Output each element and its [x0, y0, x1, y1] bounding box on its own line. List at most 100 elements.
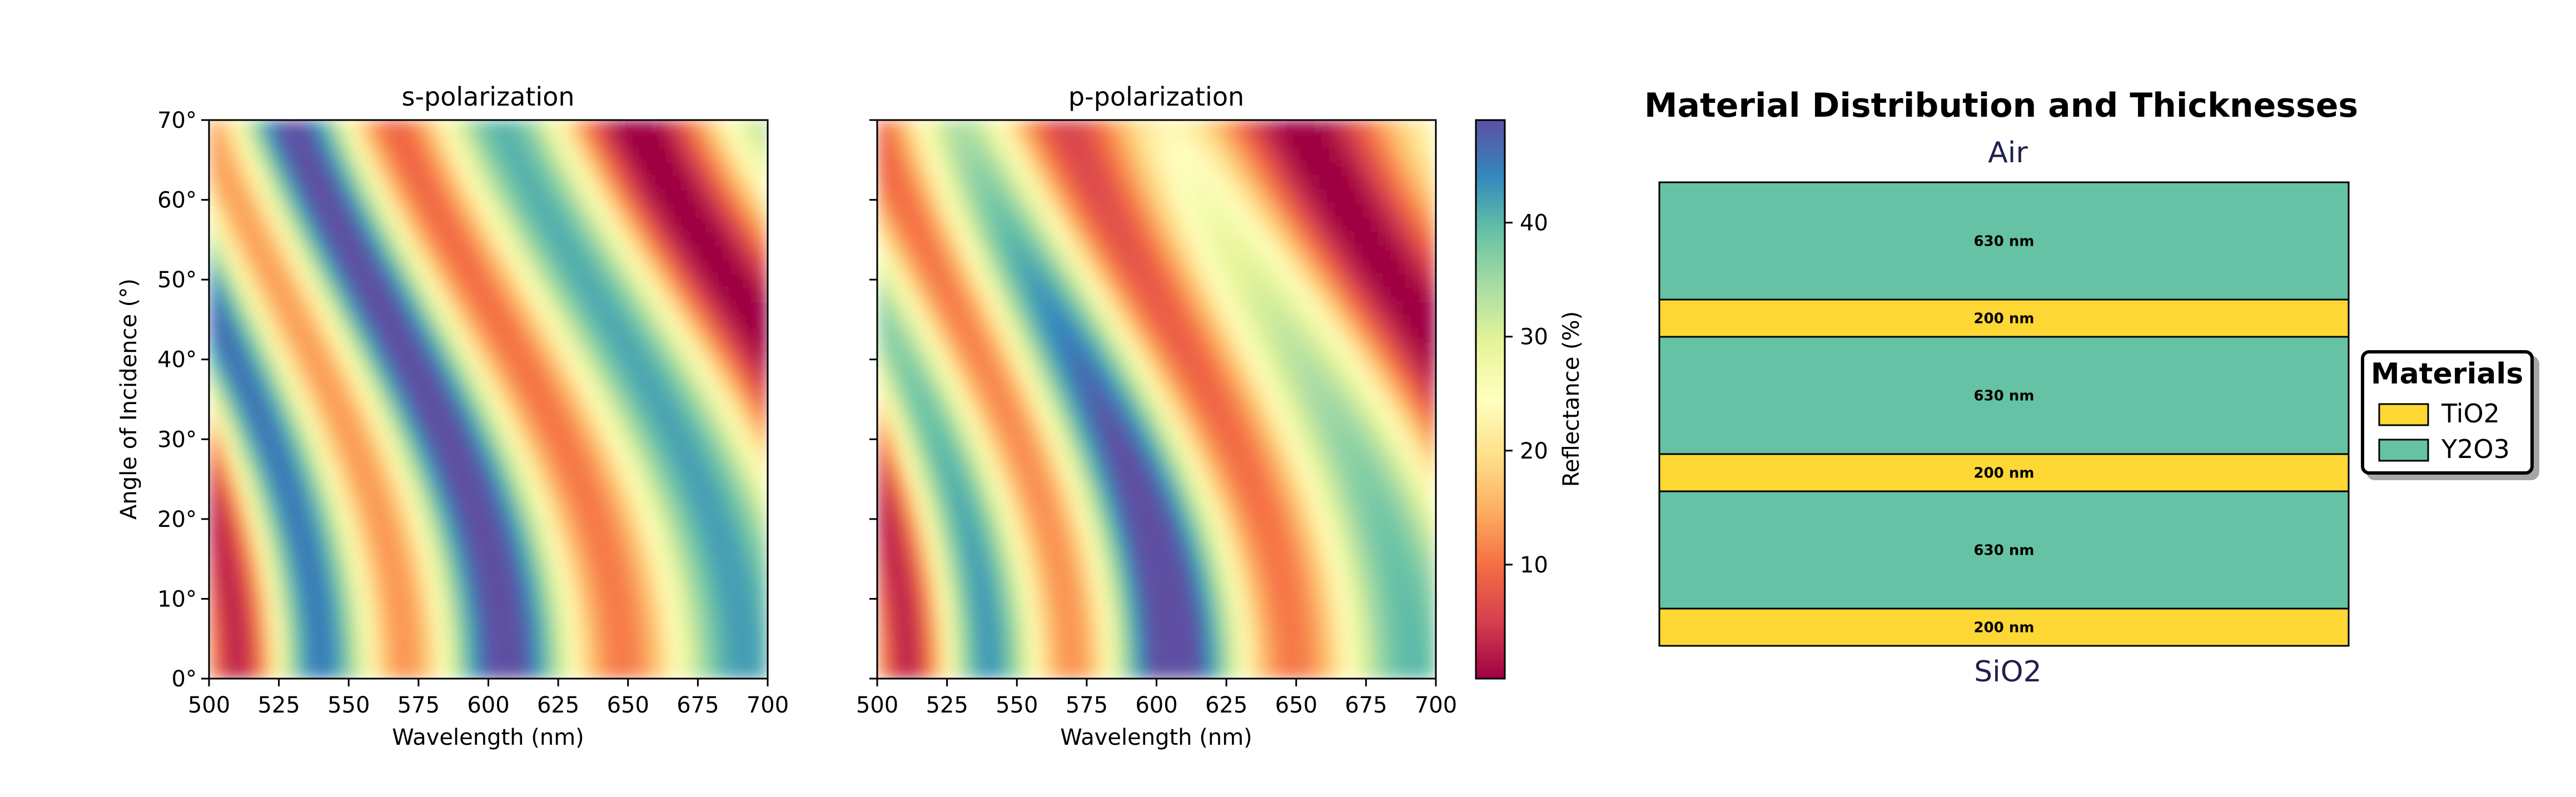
heatmap-cell — [355, 441, 364, 456]
heatmap-cell — [306, 664, 315, 679]
heatmap-cell — [656, 329, 664, 344]
heatmap-cell — [292, 357, 301, 372]
heatmap-cell — [286, 525, 294, 540]
heatmap-cell — [698, 301, 705, 316]
heatmap-cell — [502, 581, 510, 596]
heatmap-cell — [460, 301, 468, 316]
heatmap-cell — [733, 315, 740, 330]
heatmap-cell — [940, 622, 948, 637]
heatmap-cell — [558, 539, 566, 554]
heatmap-cell — [467, 483, 475, 498]
heatmap-cell — [544, 581, 552, 596]
heatmap-cell — [306, 413, 315, 428]
heatmap-cell — [265, 636, 272, 651]
heatmap-cell — [551, 483, 559, 498]
heatmap-cell — [1128, 246, 1136, 261]
heatmap-cell — [1177, 357, 1185, 372]
heatmap-cell — [223, 301, 231, 316]
heatmap-cell — [1080, 441, 1087, 456]
heatmap-cell — [1101, 427, 1108, 442]
heatmap-cell — [565, 203, 573, 218]
heatmap-cell — [558, 162, 566, 177]
heatmap-cell — [733, 162, 740, 177]
heatmap-cell — [279, 329, 286, 344]
heatmap-cell — [891, 385, 899, 400]
heatmap-cell — [586, 609, 594, 624]
heatmap-cell — [341, 650, 350, 665]
heatmap-cell — [947, 497, 954, 512]
heatmap-cell — [488, 595, 496, 610]
heatmap-cell — [961, 567, 969, 581]
heatmap-cell — [996, 567, 1003, 581]
heatmap-cell — [747, 539, 754, 554]
heatmap-cell — [1058, 427, 1066, 442]
heatmap-cell — [725, 427, 733, 442]
heatmap-cell — [912, 385, 920, 400]
heatmap-cell — [884, 190, 892, 205]
heatmap-cell — [753, 148, 762, 163]
heatmap-cell — [530, 595, 538, 610]
heatmap-cell — [982, 567, 989, 581]
heatmap-cell — [635, 525, 643, 540]
heatmap-cell — [439, 497, 447, 512]
heatmap-cell — [905, 176, 913, 191]
heatmap-cell — [314, 525, 321, 540]
heatmap-cell — [565, 399, 573, 414]
heatmap-cell — [1128, 287, 1136, 302]
heatmap-cell — [579, 399, 587, 414]
heatmap-cell — [898, 315, 906, 330]
heatmap-cell — [747, 357, 754, 372]
heatmap-cell — [1093, 427, 1101, 442]
heatmap-cell — [300, 497, 307, 512]
heatmap-cell — [884, 301, 892, 316]
heatmap-cell — [1003, 246, 1011, 261]
heatmap-cell — [488, 315, 496, 330]
heatmap-cell — [481, 567, 489, 581]
heatmap-cell — [719, 371, 727, 386]
heatmap-cell — [341, 315, 350, 330]
heatmap-cell — [982, 664, 989, 679]
heatmap-cell — [712, 539, 719, 554]
heatmap-cell — [954, 162, 962, 177]
heatmap-cell — [1066, 246, 1073, 261]
heatmap-cell — [593, 595, 601, 610]
heatmap-cell — [1086, 595, 1095, 610]
heatmap-cell — [418, 622, 426, 637]
heatmap-cell — [335, 273, 342, 288]
heatmap-cell — [663, 636, 670, 651]
heatmap-cell — [1149, 371, 1157, 386]
heatmap-cell — [614, 357, 621, 372]
heatmap-cell — [390, 343, 398, 358]
heatmap-cell — [223, 567, 231, 581]
heatmap-cell — [544, 203, 552, 218]
heatmap-cell — [418, 343, 426, 358]
heatmap-cell — [362, 413, 370, 428]
heatmap-cell — [453, 650, 461, 665]
heatmap-cell — [349, 329, 356, 344]
heatmap-cell — [397, 552, 405, 567]
heatmap-cell — [747, 525, 754, 540]
heatmap-cell — [474, 552, 482, 567]
heatmap-cell — [884, 552, 892, 567]
heatmap-cell — [954, 595, 962, 610]
heatmap-cell — [432, 343, 440, 358]
heatmap-cell — [460, 483, 468, 498]
heatmap-cell — [279, 385, 286, 400]
heatmap-cell — [481, 525, 489, 540]
heatmap-cell — [926, 497, 934, 512]
heatmap-cell — [739, 287, 748, 302]
heatmap-cell — [243, 217, 252, 232]
heatmap-cell — [621, 525, 629, 540]
heatmap-cell — [593, 260, 601, 275]
heatmap-cell — [760, 511, 768, 526]
heatmap-cell — [488, 650, 496, 665]
heatmap-cell — [919, 664, 927, 679]
heatmap-cell — [961, 552, 969, 567]
heatmap-cell — [397, 609, 405, 624]
heatmap-cell — [1058, 273, 1066, 288]
heatmap-cell — [404, 622, 412, 637]
heatmap-cell — [216, 664, 223, 679]
heatmap-cell — [739, 357, 748, 372]
heatmap-cell — [341, 176, 350, 191]
heatmap-cell — [404, 176, 412, 191]
